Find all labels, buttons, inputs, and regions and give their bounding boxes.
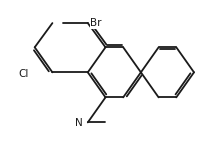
Text: Br: Br bbox=[90, 18, 102, 28]
Text: Cl: Cl bbox=[18, 69, 28, 79]
Text: N: N bbox=[74, 118, 82, 128]
